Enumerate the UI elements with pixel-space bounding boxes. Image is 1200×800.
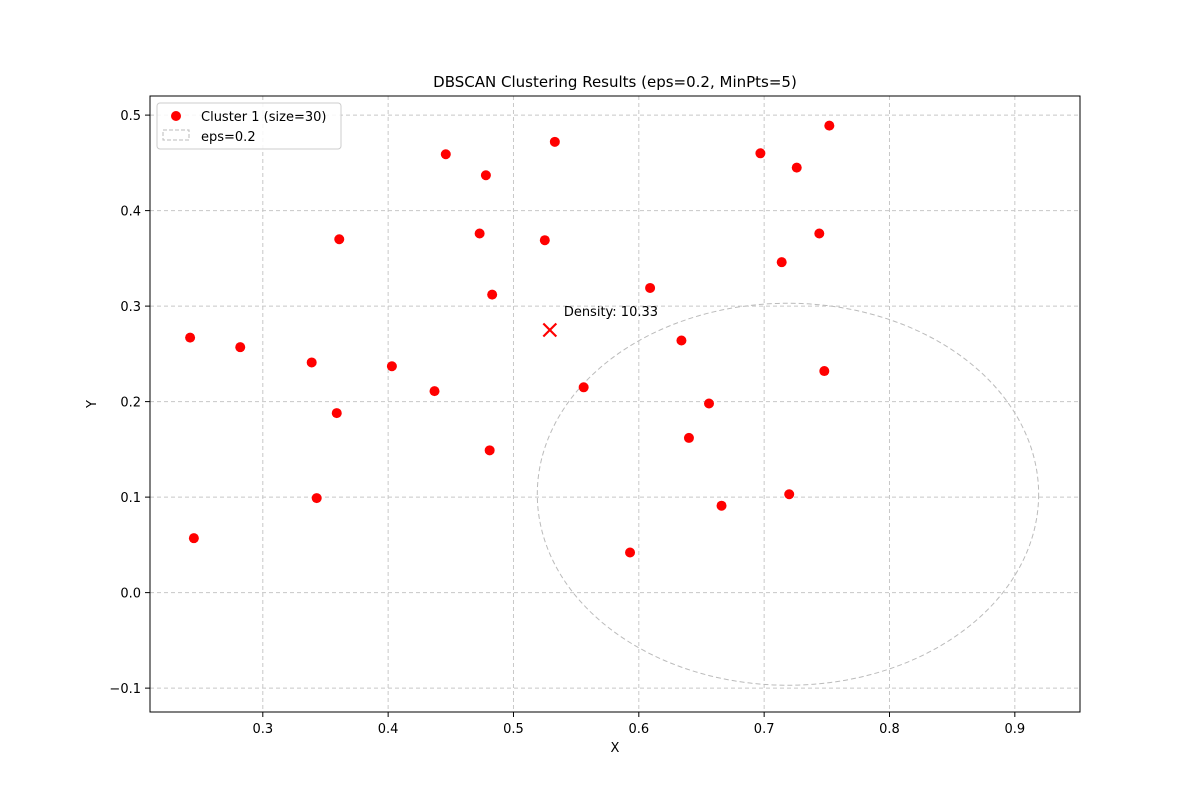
- data-points: [185, 120, 835, 558]
- x-tick-label-0: 0.3: [252, 722, 273, 737]
- y-tick-label-6: 0.5: [120, 109, 141, 124]
- chart-title: DBSCAN Clustering Results (eps=0.2, MinP…: [433, 73, 797, 91]
- data-point-0-19: [676, 335, 687, 346]
- y-tick-label-4: 0.3: [120, 300, 141, 315]
- data-point-0-21: [704, 398, 715, 409]
- data-point-0-24: [776, 257, 787, 268]
- data-point-0-16: [578, 382, 589, 393]
- eps-circle: [536, 302, 1040, 686]
- data-point-0-28: [819, 366, 830, 377]
- data-point-0-29: [824, 120, 835, 131]
- data-point-0-27: [814, 228, 825, 239]
- data-point-0-22: [716, 500, 727, 511]
- data-point-0-17: [625, 547, 636, 558]
- plot-frame: [149, 95, 1081, 713]
- data-point-0-0: [185, 332, 196, 343]
- data-point-0-6: [334, 234, 345, 245]
- plot-area: [150, 96, 1080, 712]
- y-tick-label-0: −0.1: [109, 682, 141, 697]
- legend-box: [156, 102, 342, 150]
- data-point-0-9: [440, 149, 451, 160]
- data-point-0-13: [487, 289, 498, 300]
- data-point-0-2: [235, 342, 246, 353]
- y-axis-label: Y: [85, 400, 100, 409]
- y-tick-label-2: 0.1: [120, 491, 141, 506]
- density-annotation: Density: 10.33: [564, 305, 658, 320]
- data-point-0-20: [683, 432, 694, 443]
- x-tick-label-4: 0.7: [754, 722, 775, 737]
- axis-ticks: 0.3 0.4 0.5 0.6 0.7 0.8 0.9 −0.1 0.0 0.1 0.2 0.3 0.4…: [109, 109, 1025, 737]
- data-point-0-25: [784, 489, 795, 500]
- legend-label-cluster-1: Cluster 1 (size=30): [201, 110, 326, 125]
- x-axis-label: X: [611, 741, 620, 756]
- y-tick-label-1: 0.0: [120, 587, 141, 602]
- data-point-0-3: [306, 357, 317, 368]
- x-tick-label-2: 0.5: [503, 722, 524, 737]
- data-point-0-26: [791, 162, 802, 173]
- data-point-0-5: [331, 408, 342, 419]
- x-tick-label-5: 0.8: [879, 722, 900, 737]
- data-point-0-18: [645, 282, 656, 293]
- x-tick-label-3: 0.6: [628, 722, 649, 737]
- y-tick-label-5: 0.4: [120, 205, 141, 220]
- data-point-0-12: [484, 445, 495, 456]
- legend-swatch-cluster-1: [171, 111, 181, 121]
- legend-swatch-eps: [162, 129, 190, 141]
- data-point-0-1: [188, 533, 199, 544]
- legend-label-eps: eps=0.2: [201, 130, 256, 145]
- legend: Cluster 1 (size=30) eps=0.2: [156, 102, 342, 150]
- data-point-0-23: [755, 148, 766, 159]
- data-point-0-4: [311, 493, 322, 504]
- data-point-0-7: [386, 361, 397, 372]
- data-point-0-10: [474, 228, 485, 239]
- data-point-0-14: [539, 235, 550, 246]
- core-marker-x: [542, 322, 558, 338]
- data-point-0-8: [429, 386, 440, 397]
- core-marker-stroke-2: [542, 322, 558, 338]
- x-tick-label-1: 0.4: [378, 722, 399, 737]
- eps-circle-layer: [536, 302, 1040, 686]
- data-point-0-15: [549, 136, 560, 147]
- y-tick-label-3: 0.2: [120, 396, 141, 411]
- data-point-0-11: [480, 170, 491, 181]
- x-tick-label-6: 0.9: [1004, 722, 1025, 737]
- core-marker-layer: Density: 10.33: [542, 305, 658, 338]
